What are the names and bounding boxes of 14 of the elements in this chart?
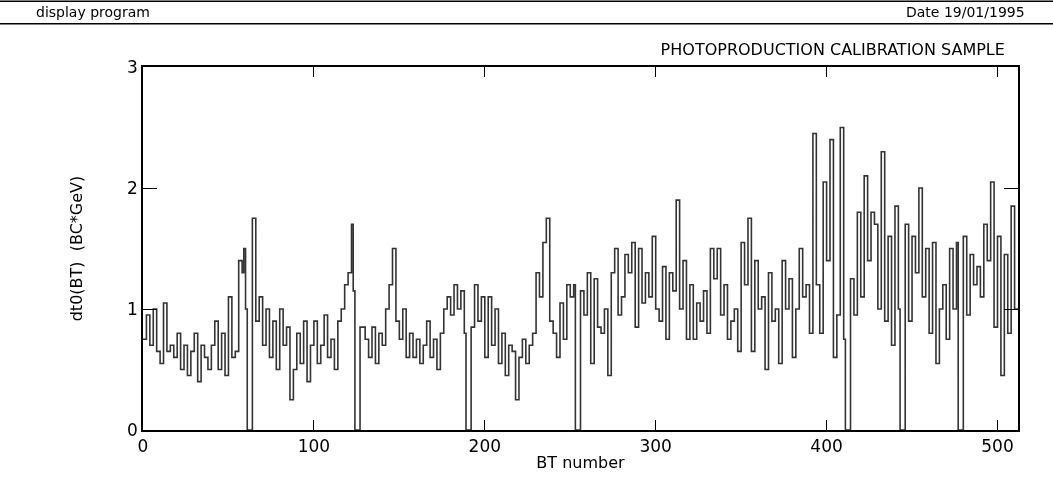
y-tick-label: 0 — [127, 419, 138, 440]
y-tick-label: 3 — [127, 56, 138, 77]
chart-title: PHOTOPRODUCTION CALIBRATION SAMPLE — [660, 40, 1005, 60]
y-tick-label: 2 — [127, 177, 138, 198]
x-tick-label: 200 — [468, 436, 502, 457]
x-tick-label: 400 — [810, 436, 843, 457]
x-axis-title: BT number — [536, 453, 626, 473]
x-tick-label: 500 — [981, 436, 1014, 457]
x-tick-label: 100 — [297, 436, 331, 457]
y-tick-label: 1 — [127, 298, 138, 319]
text: Date 19/01/1995 — [906, 4, 1025, 20]
x-tick-label: 300 — [639, 436, 672, 457]
y-axis-title: dt0(BT) (BC*GeV) — [67, 175, 87, 322]
text: display program — [36, 4, 150, 20]
